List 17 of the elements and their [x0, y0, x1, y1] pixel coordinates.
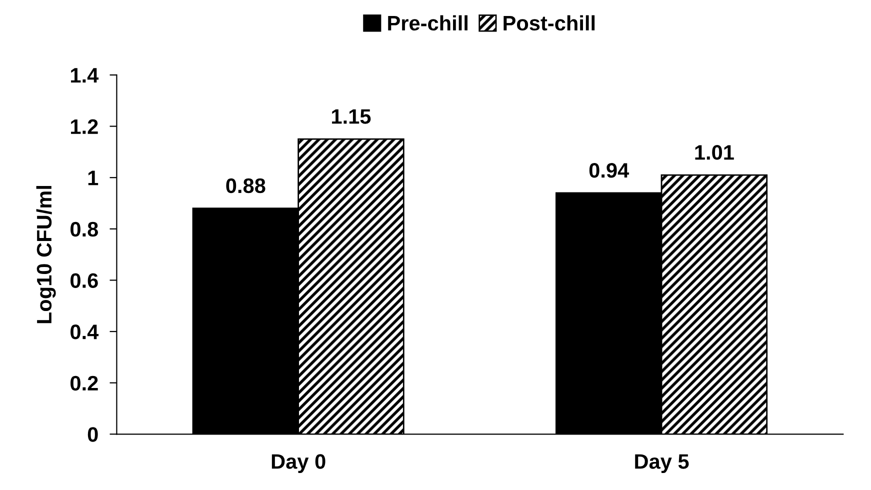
y-tick-label: 1.4	[71, 68, 99, 83]
y-tick-label: 0.8	[70, 222, 98, 237]
data-label: 0.88	[226, 178, 266, 194]
x-tick-label: Day 0	[272, 454, 326, 474]
y-tick-label: 0.2	[70, 376, 98, 391]
legend-label: Pre-chill	[388, 15, 468, 31]
data-label: 1.15	[332, 109, 371, 124]
y-axis-title: Log10 CFU/ml	[36, 186, 56, 324]
y-tick-label: 1	[88, 170, 98, 186]
x-tick-label: Day 5	[635, 454, 689, 474]
y-tick-label: 0.6	[70, 273, 98, 288]
data-label: 1.01	[695, 145, 734, 160]
y-tick-label: 1.2	[71, 119, 98, 134]
legend-label: Post-chill	[504, 15, 595, 31]
data-label: 0.94	[589, 163, 630, 178]
y-tick-label: 0.4	[70, 324, 99, 340]
y-tick-label: 0	[88, 427, 98, 442]
